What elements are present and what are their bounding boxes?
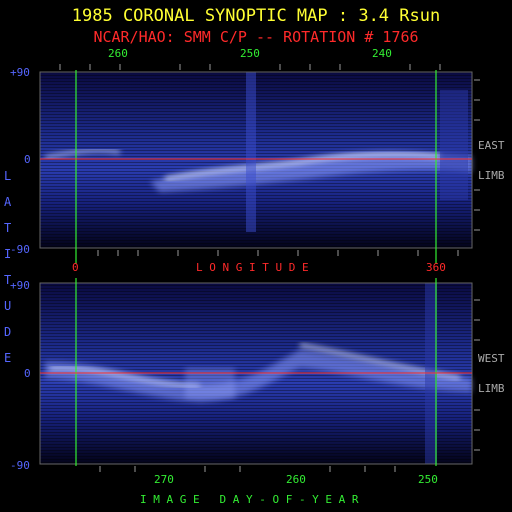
latitude-letter: I — [4, 247, 12, 261]
east-limb-label: LIMB — [478, 169, 505, 182]
bottom-axis-tick-270: 270 — [154, 473, 174, 486]
top-axis-tick-240: 240 — [372, 47, 392, 60]
top-axis-tick-250: 250 — [240, 47, 260, 60]
latitude-letter: L — [4, 169, 12, 183]
longitude-tick-360: 360 — [426, 261, 446, 274]
top-axis-tick-260: 260 — [108, 47, 128, 60]
latitude-letter: T — [4, 273, 12, 287]
bottom-axis-label: I M A G E D A Y - O F - Y E A R — [140, 493, 359, 506]
map-subtitle: NCAR/HAO: SMM C/P -- ROTATION # 1766 — [93, 28, 419, 46]
map-title: 1985 CORONAL SYNOPTIC MAP : 3.4 Rsun — [71, 6, 441, 26]
west-limb-map — [39, 278, 473, 466]
east-limb-map — [39, 70, 473, 264]
longitude-label: L O N G I T U D E — [196, 261, 309, 274]
lat-tick-top-plus90: +90 — [10, 66, 30, 79]
bottom-axis-tick-250: 250 — [418, 473, 438, 486]
east-label: EAST — [478, 139, 505, 152]
latitude-letter: A — [4, 195, 12, 209]
tick-marks — [59, 64, 480, 472]
bottom-axis-tick-260: 260 — [286, 473, 306, 486]
longitude-tick-0: 0 — [72, 261, 79, 274]
west-label: WEST — [478, 352, 505, 365]
latitude-letter: D — [4, 325, 12, 339]
lat-tick-top-0: 0 — [24, 153, 31, 166]
west-limb-label: LIMB — [478, 382, 505, 395]
latitude-letter: T — [4, 221, 12, 235]
lat-tick-bottom-minus90: -90 — [10, 459, 30, 472]
lat-tick-top-minus90: -90 — [10, 243, 30, 256]
latitude-letter: E — [4, 351, 12, 365]
lat-tick-bottom-plus90: +90 — [10, 279, 30, 292]
latitude-letter: U — [4, 299, 12, 313]
lat-tick-bottom-0: 0 — [24, 367, 31, 380]
